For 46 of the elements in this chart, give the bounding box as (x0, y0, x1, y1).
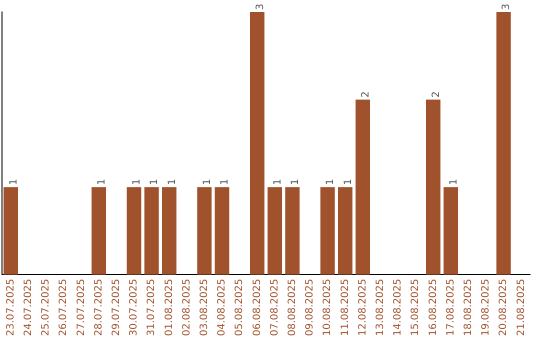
x-tick-label: 08.08.2025 (286, 278, 298, 336)
x-tick-label: 31.07.2025 (146, 278, 158, 336)
x-tick-label: 27.07.2025 (76, 278, 87, 336)
x-tick-label: 11.08.2025 (340, 278, 351, 336)
x-tick-label: 28.07.2025 (93, 278, 104, 336)
x-tick-label: 19.08.2025 (480, 278, 492, 336)
data-label: 3 (501, 4, 512, 10)
data-label: 1 (325, 178, 336, 186)
x-tick-label: 26.07.2025 (58, 278, 70, 336)
data-label: 1 (8, 178, 20, 186)
data-label: 1 (96, 178, 108, 186)
x-tick-label: 05.08.2025 (234, 278, 246, 336)
x-tick-label: 12.08.2025 (357, 278, 368, 336)
x-tick-label: 17.08.2025 (445, 278, 456, 336)
x-tick-label: 16.08.2025 (428, 278, 439, 336)
data-label: 3 (254, 4, 266, 10)
data-label: 1 (202, 178, 213, 186)
x-tick-label: 02.08.2025 (181, 278, 192, 336)
x-tick-label: 13.08.2025 (374, 278, 386, 336)
data-label: 1 (342, 178, 354, 186)
x-tick-label: 24.07.2025 (22, 278, 34, 336)
x-tick-label: 06.08.2025 (252, 278, 263, 336)
data-label: 1 (272, 178, 284, 186)
x-tick-label: 21.08.2025 (516, 278, 527, 336)
x-tick-label: 25.07.2025 (40, 278, 52, 336)
data-label: 1 (290, 178, 301, 186)
data-label: 1 (149, 178, 160, 186)
x-tick-label: 30.07.2025 (128, 278, 140, 336)
data-label: 1 (220, 178, 231, 186)
data-label: 2 (430, 91, 442, 98)
x-tick-label: 14.08.2025 (392, 278, 404, 336)
x-tick-label: 18.08.2025 (462, 278, 474, 336)
x-tick-label: 23.07.2025 (5, 278, 16, 336)
data-label: 2 (360, 91, 372, 98)
x-tick-label: 15.08.2025 (410, 278, 422, 336)
x-tick-label: 07.08.2025 (269, 278, 280, 336)
data-label: 1 (448, 178, 460, 186)
data-label: 1 (132, 178, 143, 186)
x-tick-label: 29.07.2025 (110, 278, 122, 336)
x-tick-label: 20.08.2025 (498, 278, 510, 336)
x-tick-label: 09.08.2025 (304, 278, 316, 336)
x-tick-label: 10.08.2025 (322, 278, 334, 336)
x-tick-label: 01.08.2025 (164, 278, 175, 336)
x-tick-label: 04.08.2025 (216, 278, 228, 336)
data-label: 1 (166, 178, 178, 186)
x-tick-label: 03.08.2025 (198, 278, 210, 336)
